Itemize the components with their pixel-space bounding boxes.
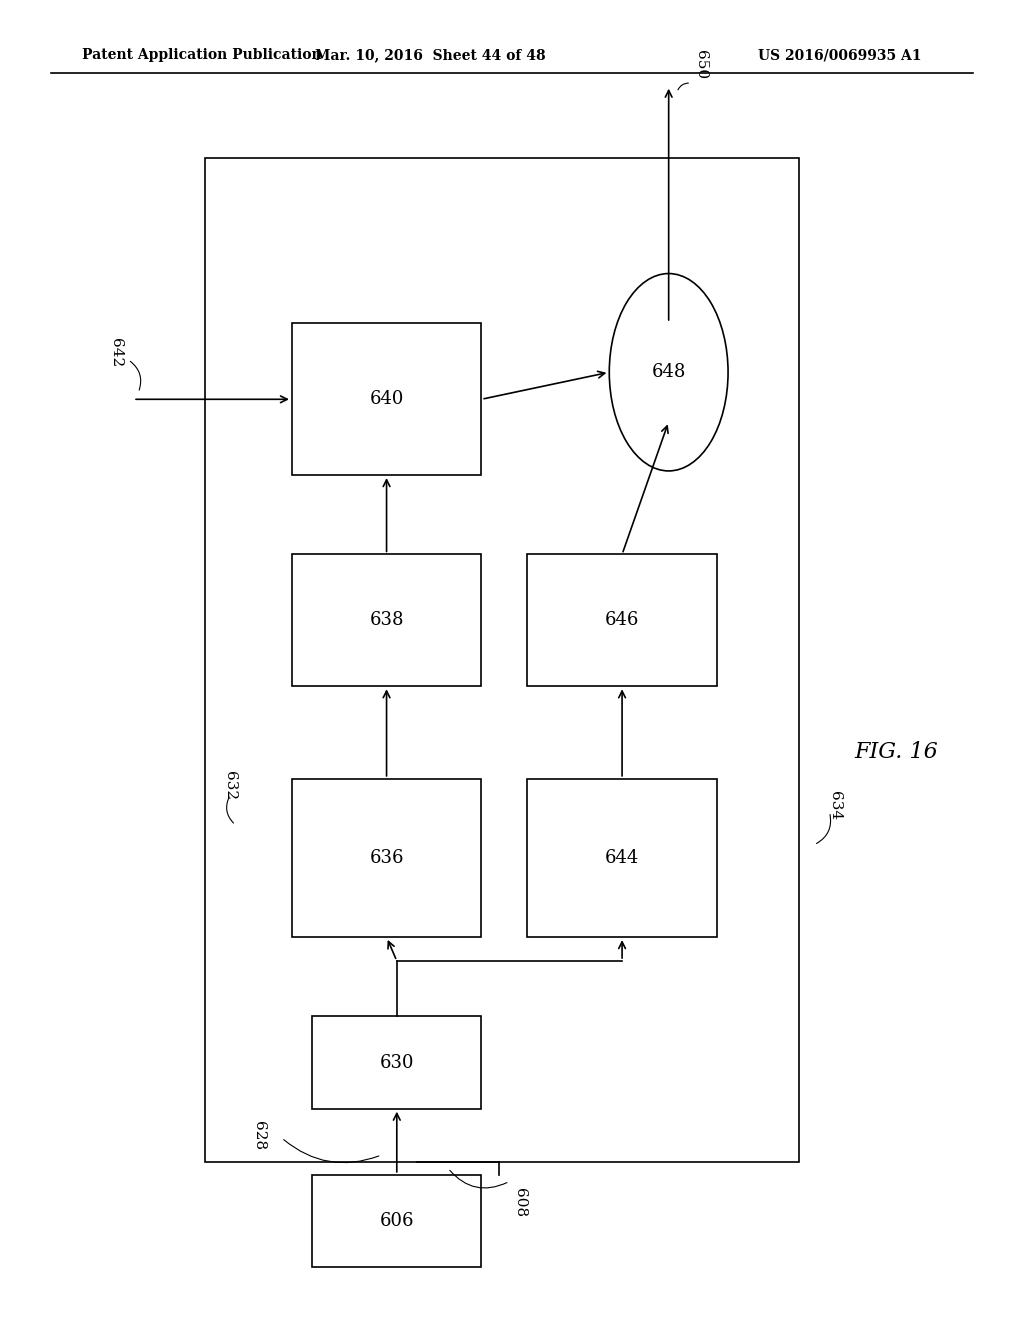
Text: FIG. 16: FIG. 16 (854, 742, 938, 763)
Text: 634: 634 (827, 791, 842, 820)
Text: 630: 630 (380, 1053, 414, 1072)
Text: Mar. 10, 2016  Sheet 44 of 48: Mar. 10, 2016 Sheet 44 of 48 (314, 49, 546, 62)
Text: 606: 606 (380, 1212, 414, 1230)
Text: 650: 650 (694, 50, 709, 79)
Text: US 2016/0069935 A1: US 2016/0069935 A1 (758, 49, 922, 62)
Text: 608: 608 (513, 1188, 526, 1217)
Text: 642: 642 (109, 338, 123, 368)
Text: 628: 628 (252, 1121, 266, 1150)
Bar (527, 779, 717, 937)
Text: 644: 644 (605, 849, 639, 867)
Bar (292, 323, 481, 475)
Text: 638: 638 (370, 611, 403, 630)
Bar (312, 1175, 481, 1267)
Bar (527, 554, 717, 686)
Text: Patent Application Publication: Patent Application Publication (82, 49, 322, 62)
Bar (205, 158, 799, 1162)
Bar (292, 554, 481, 686)
Text: 632: 632 (223, 771, 238, 800)
Text: 646: 646 (605, 611, 639, 630)
Text: 640: 640 (370, 391, 403, 408)
Text: 636: 636 (370, 849, 403, 867)
Ellipse shape (609, 273, 728, 471)
Bar (292, 779, 481, 937)
Text: 648: 648 (651, 363, 686, 381)
Bar (312, 1016, 481, 1109)
